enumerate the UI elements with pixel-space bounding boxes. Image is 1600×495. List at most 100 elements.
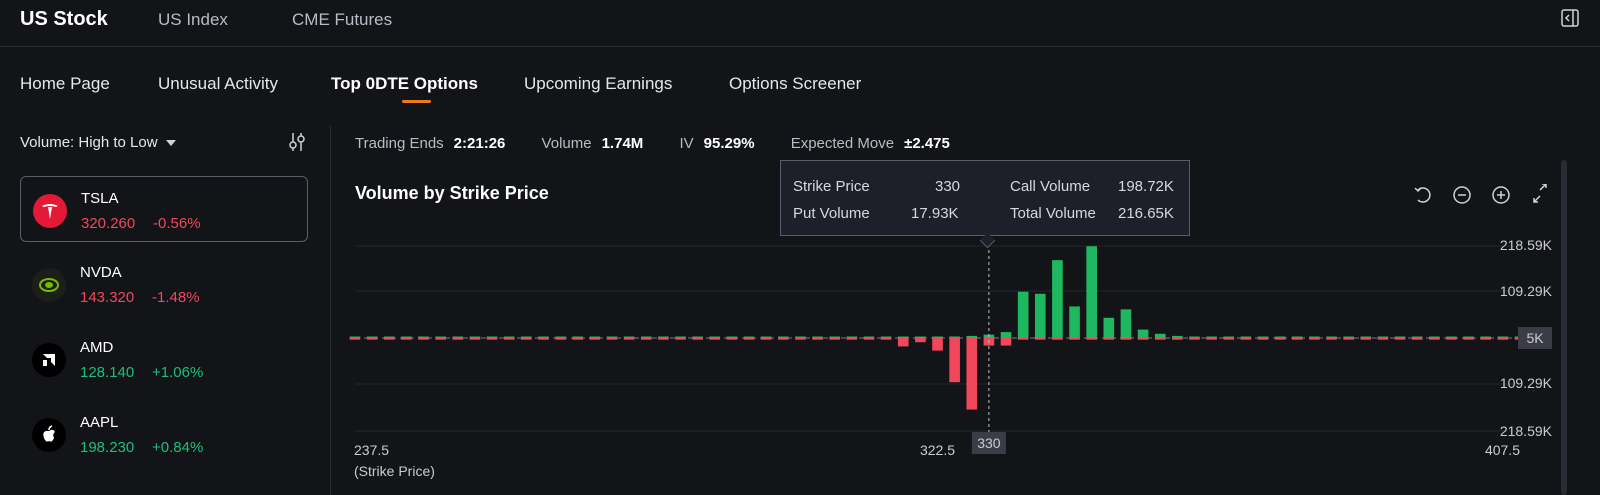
put-bar: [521, 338, 532, 340]
put-bar: [401, 338, 412, 340]
tab-us-stock[interactable]: US Stock: [20, 8, 108, 30]
call-bar: [349, 336, 361, 338]
nav-home-page[interactable]: Home Page: [20, 74, 110, 93]
call-bar: [726, 336, 738, 338]
call-bar: [1086, 246, 1098, 338]
ticker-item-aapl[interactable]: AAPL 198.230 +0.84%: [20, 401, 308, 467]
ticker-change: -0.56%: [153, 215, 201, 232]
ticker-change: +0.84%: [152, 439, 204, 456]
call-bar: [1000, 332, 1012, 338]
chart-axis-labels: 218.59K 109.29K 109.29K 218.59K 5K 237.5 322.5…: [354, 237, 1553, 479]
filter-sliders-icon[interactable]: [288, 132, 306, 152]
call-bar: [863, 336, 875, 338]
call-bar: [846, 336, 858, 338]
put-bar: [486, 338, 498, 340]
call-bar: [1103, 317, 1115, 338]
call-bar: [1240, 336, 1252, 338]
x-axis-label: (Strike Price): [354, 463, 435, 479]
call-bar: [658, 336, 669, 338]
call-bar: [777, 336, 789, 338]
tab-us-index[interactable]: US Index: [158, 10, 228, 29]
put-bar: [1446, 338, 1457, 340]
call-bar: [383, 336, 395, 338]
call-bar: [1172, 335, 1183, 338]
call-bar: [555, 336, 566, 338]
ticker-item-nvda[interactable]: NVDA 143.320 -1.48%: [20, 251, 308, 317]
nav-unusual-activity[interactable]: Unusual Activity: [158, 74, 278, 93]
call-bar: [1309, 336, 1320, 338]
tesla-logo-icon: [33, 194, 67, 228]
call-bar: [521, 336, 532, 338]
ticker-item-amd[interactable]: AMD 128.140 +1.06%: [20, 326, 308, 392]
chart-toolbar: [1414, 184, 1547, 204]
put-bar: [1154, 338, 1166, 340]
put-bar: [709, 338, 721, 340]
call-bar: [1206, 336, 1217, 338]
put-bar: [555, 338, 566, 340]
y-tick-label: 109.29K: [1500, 375, 1553, 391]
put-bar: [829, 338, 841, 340]
reset-icon[interactable]: [1414, 187, 1431, 203]
call-bar: [795, 336, 806, 338]
put-bar: [503, 338, 515, 340]
scrollbar[interactable]: [1561, 160, 1567, 495]
sort-dropdown[interactable]: Volume: High to Low: [20, 134, 176, 151]
put-bar: [897, 338, 909, 347]
call-bar: [1291, 336, 1303, 338]
put-bar: [589, 338, 601, 340]
put-bar: [1480, 338, 1492, 340]
call-bar: [1120, 309, 1132, 338]
put-bar: [1497, 338, 1509, 340]
call-bar: [1017, 291, 1029, 338]
put-bar: [1017, 338, 1029, 340]
tooltip-total-value: 216.65K: [1118, 205, 1174, 222]
expand-icon[interactable]: [1533, 184, 1547, 203]
call-bar: [1377, 336, 1389, 338]
call-bar: [1326, 336, 1337, 338]
put-bar: [1429, 338, 1440, 340]
call-bar: [932, 336, 943, 338]
put-bar: [760, 338, 772, 340]
call-bar: [743, 336, 755, 338]
call-bar: [966, 335, 978, 338]
put-bar: [726, 338, 738, 340]
sub-navigation: Home Page Unusual Activity Top 0DTE Opti…: [0, 66, 1600, 106]
call-bar: [418, 336, 429, 338]
current-value-label: 5K: [1526, 330, 1544, 346]
put-bar: [1463, 338, 1474, 340]
put-bar: [1274, 338, 1286, 340]
put-bar: [452, 338, 464, 340]
put-bar: [623, 338, 635, 340]
call-bar: [1411, 336, 1423, 338]
zoom-in-icon[interactable]: [1492, 186, 1510, 204]
nav-top-0dte-options[interactable]: Top 0DTE Options: [331, 74, 479, 93]
zoom-out-icon[interactable]: [1453, 186, 1471, 204]
put-bar: [1411, 338, 1423, 340]
call-bar: [503, 336, 515, 338]
put-bar: [658, 338, 669, 340]
put-bar: [572, 338, 584, 340]
ticker-price: 198.230: [80, 439, 135, 456]
put-bar: [812, 338, 823, 340]
y-tick-label: 218.59K: [1500, 237, 1553, 253]
chart-title: Volume by Strike Price: [355, 183, 549, 203]
call-bar: [1446, 336, 1457, 338]
apple-logo-icon: [32, 418, 66, 452]
trading-ends-label: Trading Ends: [355, 135, 444, 152]
ticker-item-tsla[interactable]: TSLA 320.260 -0.56%: [20, 176, 308, 242]
volume-label: Volume: [541, 135, 592, 152]
x-tick-label: 237.5: [354, 442, 389, 458]
collapse-panel-icon[interactable]: [1561, 9, 1579, 27]
iv-label: IV: [679, 135, 694, 152]
put-bar: [692, 338, 703, 340]
call-bar: [1189, 336, 1200, 338]
put-bar: [1343, 338, 1354, 340]
put-bar: [880, 338, 892, 340]
call-bar: [435, 336, 446, 338]
tab-cme-futures[interactable]: CME Futures: [292, 10, 393, 29]
nav-upcoming-earnings[interactable]: Upcoming Earnings: [524, 74, 673, 93]
put-bar: [435, 338, 446, 340]
call-bar: [760, 336, 772, 338]
nvidia-logo-icon: [32, 268, 66, 302]
nav-options-screener[interactable]: Options Screener: [729, 74, 862, 93]
